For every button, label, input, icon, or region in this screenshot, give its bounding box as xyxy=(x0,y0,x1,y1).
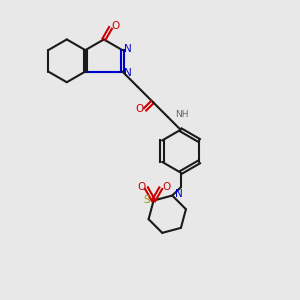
Text: O: O xyxy=(136,104,144,114)
Text: N: N xyxy=(175,189,183,199)
Text: O: O xyxy=(112,21,120,32)
Text: N: N xyxy=(124,44,132,54)
Text: N: N xyxy=(124,68,132,78)
Text: S: S xyxy=(144,195,150,205)
Text: NH: NH xyxy=(175,110,189,119)
Text: O: O xyxy=(137,182,145,192)
Text: O: O xyxy=(162,182,170,192)
